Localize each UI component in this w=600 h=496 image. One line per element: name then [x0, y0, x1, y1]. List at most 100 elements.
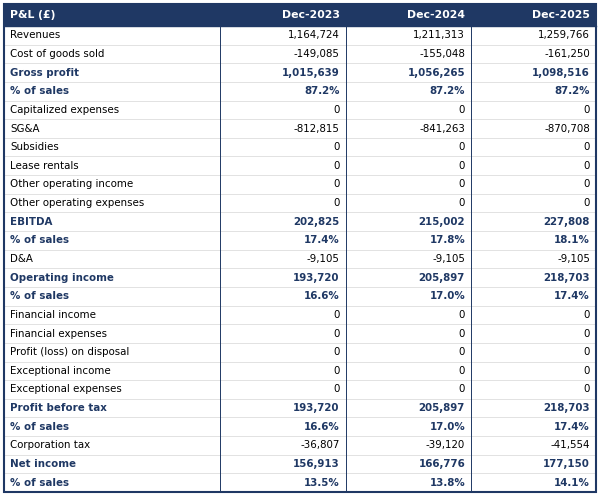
Text: 17.8%: 17.8% — [430, 236, 465, 246]
Text: 227,808: 227,808 — [544, 217, 590, 227]
Text: 1,259,766: 1,259,766 — [538, 30, 590, 40]
Text: 0: 0 — [584, 105, 590, 115]
Bar — [4, 324, 596, 343]
Text: -9,105: -9,105 — [432, 254, 465, 264]
Text: 0: 0 — [584, 384, 590, 394]
Text: 0: 0 — [584, 328, 590, 339]
Bar — [4, 4, 596, 26]
Text: P&L (£): P&L (£) — [10, 10, 55, 20]
Text: Exceptional income: Exceptional income — [10, 366, 111, 376]
Text: Other operating income: Other operating income — [10, 180, 133, 189]
Text: % of sales: % of sales — [10, 478, 69, 488]
Text: 193,720: 193,720 — [293, 403, 340, 413]
Bar — [4, 138, 596, 156]
Text: 17.0%: 17.0% — [430, 422, 465, 432]
Text: 17.0%: 17.0% — [430, 291, 465, 301]
Text: -9,105: -9,105 — [307, 254, 340, 264]
Text: 0: 0 — [333, 180, 340, 189]
Text: 0: 0 — [333, 328, 340, 339]
Text: 1,211,313: 1,211,313 — [413, 30, 465, 40]
Text: 205,897: 205,897 — [419, 273, 465, 283]
Text: -149,085: -149,085 — [294, 49, 340, 59]
Text: 218,703: 218,703 — [544, 273, 590, 283]
Text: 177,150: 177,150 — [543, 459, 590, 469]
Text: 17.4%: 17.4% — [554, 422, 590, 432]
Text: 0: 0 — [584, 180, 590, 189]
Bar — [4, 343, 596, 362]
Text: Exceptional expenses: Exceptional expenses — [10, 384, 122, 394]
Text: -36,807: -36,807 — [300, 440, 340, 450]
Text: 0: 0 — [584, 366, 590, 376]
Text: 0: 0 — [333, 310, 340, 320]
Text: -9,105: -9,105 — [557, 254, 590, 264]
Text: Subsidies: Subsidies — [10, 142, 59, 152]
Bar — [4, 436, 596, 455]
Text: 0: 0 — [459, 366, 465, 376]
Text: 87.2%: 87.2% — [554, 86, 590, 96]
Text: D&A: D&A — [10, 254, 33, 264]
Text: 0: 0 — [459, 198, 465, 208]
Text: -870,708: -870,708 — [544, 124, 590, 133]
Text: 0: 0 — [333, 105, 340, 115]
Text: 0: 0 — [459, 180, 465, 189]
Text: 205,897: 205,897 — [419, 403, 465, 413]
Text: 14.1%: 14.1% — [554, 478, 590, 488]
Text: 0: 0 — [333, 347, 340, 357]
Text: 16.6%: 16.6% — [304, 291, 340, 301]
Text: 0: 0 — [459, 384, 465, 394]
Text: Profit before tax: Profit before tax — [10, 403, 107, 413]
Text: 0: 0 — [333, 366, 340, 376]
Bar — [4, 231, 596, 249]
Bar — [4, 287, 596, 306]
Text: Profit (loss) on disposal: Profit (loss) on disposal — [10, 347, 129, 357]
Text: EBITDA: EBITDA — [10, 217, 52, 227]
Text: Cost of goods sold: Cost of goods sold — [10, 49, 104, 59]
Bar — [4, 26, 596, 45]
Text: 13.5%: 13.5% — [304, 478, 340, 488]
Text: 218,703: 218,703 — [544, 403, 590, 413]
Bar — [4, 63, 596, 82]
Text: Gross profit: Gross profit — [10, 67, 79, 77]
Text: 0: 0 — [459, 328, 465, 339]
Text: % of sales: % of sales — [10, 422, 69, 432]
Text: 0: 0 — [333, 161, 340, 171]
Text: 215,002: 215,002 — [419, 217, 465, 227]
Text: 17.4%: 17.4% — [304, 236, 340, 246]
Bar — [4, 455, 596, 473]
Bar — [4, 362, 596, 380]
Text: Other operating expenses: Other operating expenses — [10, 198, 144, 208]
Text: -161,250: -161,250 — [544, 49, 590, 59]
Bar — [4, 399, 596, 418]
Bar — [4, 156, 596, 175]
Text: 0: 0 — [584, 142, 590, 152]
Bar — [4, 101, 596, 119]
Text: -155,048: -155,048 — [419, 49, 465, 59]
Text: Financial expenses: Financial expenses — [10, 328, 107, 339]
Text: -39,120: -39,120 — [426, 440, 465, 450]
Text: 87.2%: 87.2% — [304, 86, 340, 96]
Text: 1,056,265: 1,056,265 — [407, 67, 465, 77]
Text: Corporation tax: Corporation tax — [10, 440, 90, 450]
Text: Lease rentals: Lease rentals — [10, 161, 79, 171]
Text: 0: 0 — [333, 198, 340, 208]
Text: 1,098,516: 1,098,516 — [532, 67, 590, 77]
Text: 87.2%: 87.2% — [430, 86, 465, 96]
Bar — [4, 45, 596, 63]
Bar — [4, 380, 596, 399]
Text: 202,825: 202,825 — [293, 217, 340, 227]
Text: Operating income: Operating income — [10, 273, 114, 283]
Text: 16.6%: 16.6% — [304, 422, 340, 432]
Text: 0: 0 — [584, 347, 590, 357]
Text: -41,554: -41,554 — [550, 440, 590, 450]
Text: -812,815: -812,815 — [294, 124, 340, 133]
Bar — [4, 268, 596, 287]
Text: Capitalized expenses: Capitalized expenses — [10, 105, 119, 115]
Bar — [4, 175, 596, 194]
Text: 0: 0 — [333, 142, 340, 152]
Text: Financial income: Financial income — [10, 310, 96, 320]
Bar — [4, 249, 596, 268]
Text: 0: 0 — [333, 384, 340, 394]
Text: SG&A: SG&A — [10, 124, 40, 133]
Text: 1,015,639: 1,015,639 — [282, 67, 340, 77]
Text: 0: 0 — [584, 161, 590, 171]
